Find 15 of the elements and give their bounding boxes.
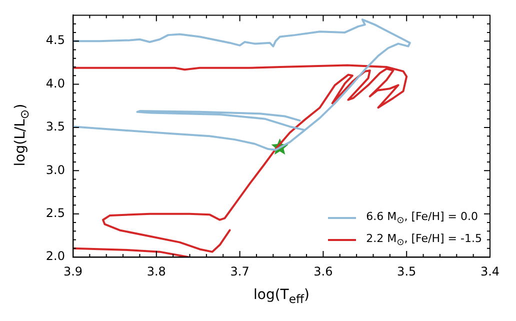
x-tick-label: 3.8: [146, 264, 166, 278]
x-tick-label: 3.7: [230, 264, 250, 278]
y-tick-label: 3.5: [46, 120, 65, 134]
y-tick-label: 4.0: [46, 76, 65, 90]
legend-label: 6.6 M$_{⊙}$, [Fe/H] = 0.0: [366, 210, 478, 226]
x-tick-label: 3.6: [314, 264, 333, 278]
x-tick-label: 3.5: [397, 264, 416, 278]
y-tick-label: 2.5: [46, 206, 65, 220]
y-tick-label: 4.5: [46, 33, 65, 48]
y-tick-label: 2.0: [46, 249, 65, 264]
x-tick-label: 3.9: [63, 264, 83, 278]
x-axis-title: log(T$_{eff}$): [252, 287, 311, 306]
y-tick-label: 3.0: [46, 162, 65, 177]
x-tick-label: 3.4: [480, 264, 500, 278]
legend-label: 2.2 M$_{⊙}$, [Fe/H] = -1.5: [366, 232, 482, 248]
